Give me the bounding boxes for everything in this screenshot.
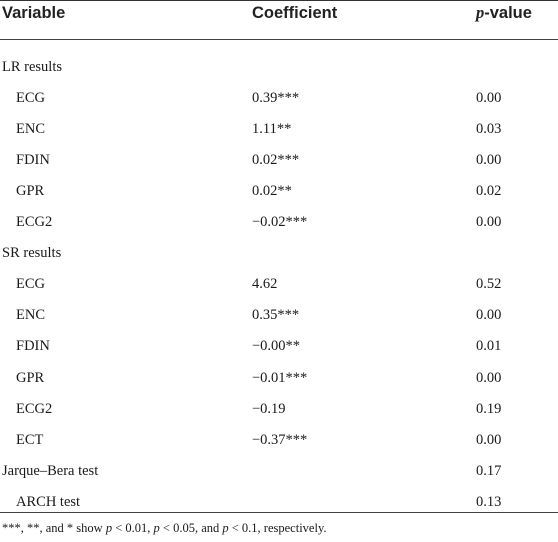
table-row: FDIN −0.00** 0.01 — [0, 331, 558, 362]
cell-pvalue: 0.01 — [476, 338, 502, 355]
footnote-threshold-1: < 0.01, — [112, 521, 154, 535]
cell-pvalue: 0.02 — [476, 183, 502, 200]
table-row: ARCH test 0.13 — [0, 487, 558, 518]
cell-pvalue: 0.19 — [476, 400, 502, 417]
cell-variable: LR results — [2, 59, 63, 75]
table-row: ENC 0.35*** 0.00 — [0, 300, 558, 331]
cell-variable: FDIN — [16, 152, 50, 169]
cell-pvalue: 0.00 — [476, 152, 502, 169]
cell-coefficient: −0.00** — [252, 338, 301, 355]
table-row: ECG 4.62 0.52 — [0, 269, 558, 300]
cell-pvalue: 0.52 — [476, 276, 502, 293]
cell-coefficient: 0.02** — [252, 183, 292, 200]
cell-coefficient: 0.39*** — [252, 90, 300, 107]
cell-variable: ECG2 — [16, 400, 53, 417]
footnote-p1: p — [105, 521, 113, 535]
cell-variable: ENC — [16, 307, 45, 324]
table-row: ECG2 −0.19 0.19 — [0, 394, 558, 425]
cell-coefficient: 0.35*** — [252, 307, 300, 324]
table-row: GPR −0.01*** 0.00 — [0, 363, 558, 394]
cell-coefficient: −0.01*** — [252, 369, 308, 386]
table-row: GPR 0.02** 0.02 — [0, 176, 558, 207]
cell-variable: ECG2 — [16, 214, 53, 231]
header-pvalue-p: p — [476, 3, 485, 22]
cell-variable: ECT — [16, 431, 44, 448]
cell-coefficient: 1.11** — [252, 121, 292, 138]
cell-coefficient: −0.02*** — [252, 214, 308, 231]
table-row: FDIN 0.02*** 0.00 — [0, 145, 558, 176]
cell-variable: ECG — [16, 90, 45, 107]
footnote-stars: ***, **, and * show — [2, 521, 106, 535]
cell-variable: FDIN — [16, 338, 50, 355]
table-footnote: ***, **, and * show p < 0.01, p < 0.05, … — [2, 515, 327, 542]
cell-pvalue: 0.00 — [476, 90, 502, 107]
cell-pvalue: 0.00 — [476, 431, 502, 448]
cell-variable: SR results — [2, 245, 62, 262]
cell-variable: GPR — [16, 183, 45, 200]
cell-coefficient: 4.62 — [252, 276, 278, 293]
cell-pvalue: 0.17 — [476, 462, 502, 479]
top-rule — [0, 0, 558, 1]
table-row: ENC 1.11** 0.03 — [0, 114, 558, 145]
cell-variable: Jarque–Bera test — [2, 462, 99, 479]
cell-pvalue: 0.00 — [476, 369, 502, 386]
footnote-threshold-3: < 0.1, respectively. — [228, 521, 327, 535]
header-variable: Variable — [2, 4, 66, 22]
table-row: ECT −0.37*** 0.00 — [0, 425, 558, 456]
header-rule — [0, 39, 558, 40]
header-pvalue: p-value — [476, 0, 532, 40]
cell-coefficient: 0.02*** — [252, 152, 300, 169]
cell-coefficient: −0.19 — [252, 400, 286, 417]
cell-pvalue: 0.03 — [476, 121, 502, 138]
cell-variable: GPR — [16, 369, 45, 386]
cell-variable: ECG — [16, 276, 45, 293]
footnote-p3: p — [222, 521, 229, 535]
cell-pvalue: 0.00 — [476, 307, 502, 324]
table-row: ECG 0.39*** 0.00 — [0, 83, 558, 114]
cell-pvalue: 0.00 — [476, 214, 502, 231]
cell-pvalue: 0.13 — [476, 493, 502, 510]
bottom-rule — [0, 512, 558, 513]
header-coefficient: Coefficient — [252, 4, 338, 22]
cell-variable: ENC — [16, 121, 45, 138]
footnote-threshold-2: < 0.05, and — [159, 521, 223, 535]
cell-variable: ARCH test — [16, 493, 81, 510]
table-row: LR results — [0, 52, 558, 83]
footnote-p2: p — [153, 521, 160, 535]
table-row: ECG2 −0.02*** 0.00 — [0, 207, 558, 238]
table-row: SR results — [0, 238, 558, 269]
table-row: Jarque–Bera test 0.17 — [0, 456, 558, 487]
cell-coefficient: −0.37*** — [252, 431, 308, 448]
header-pvalue-suffix: -value — [484, 4, 532, 22]
